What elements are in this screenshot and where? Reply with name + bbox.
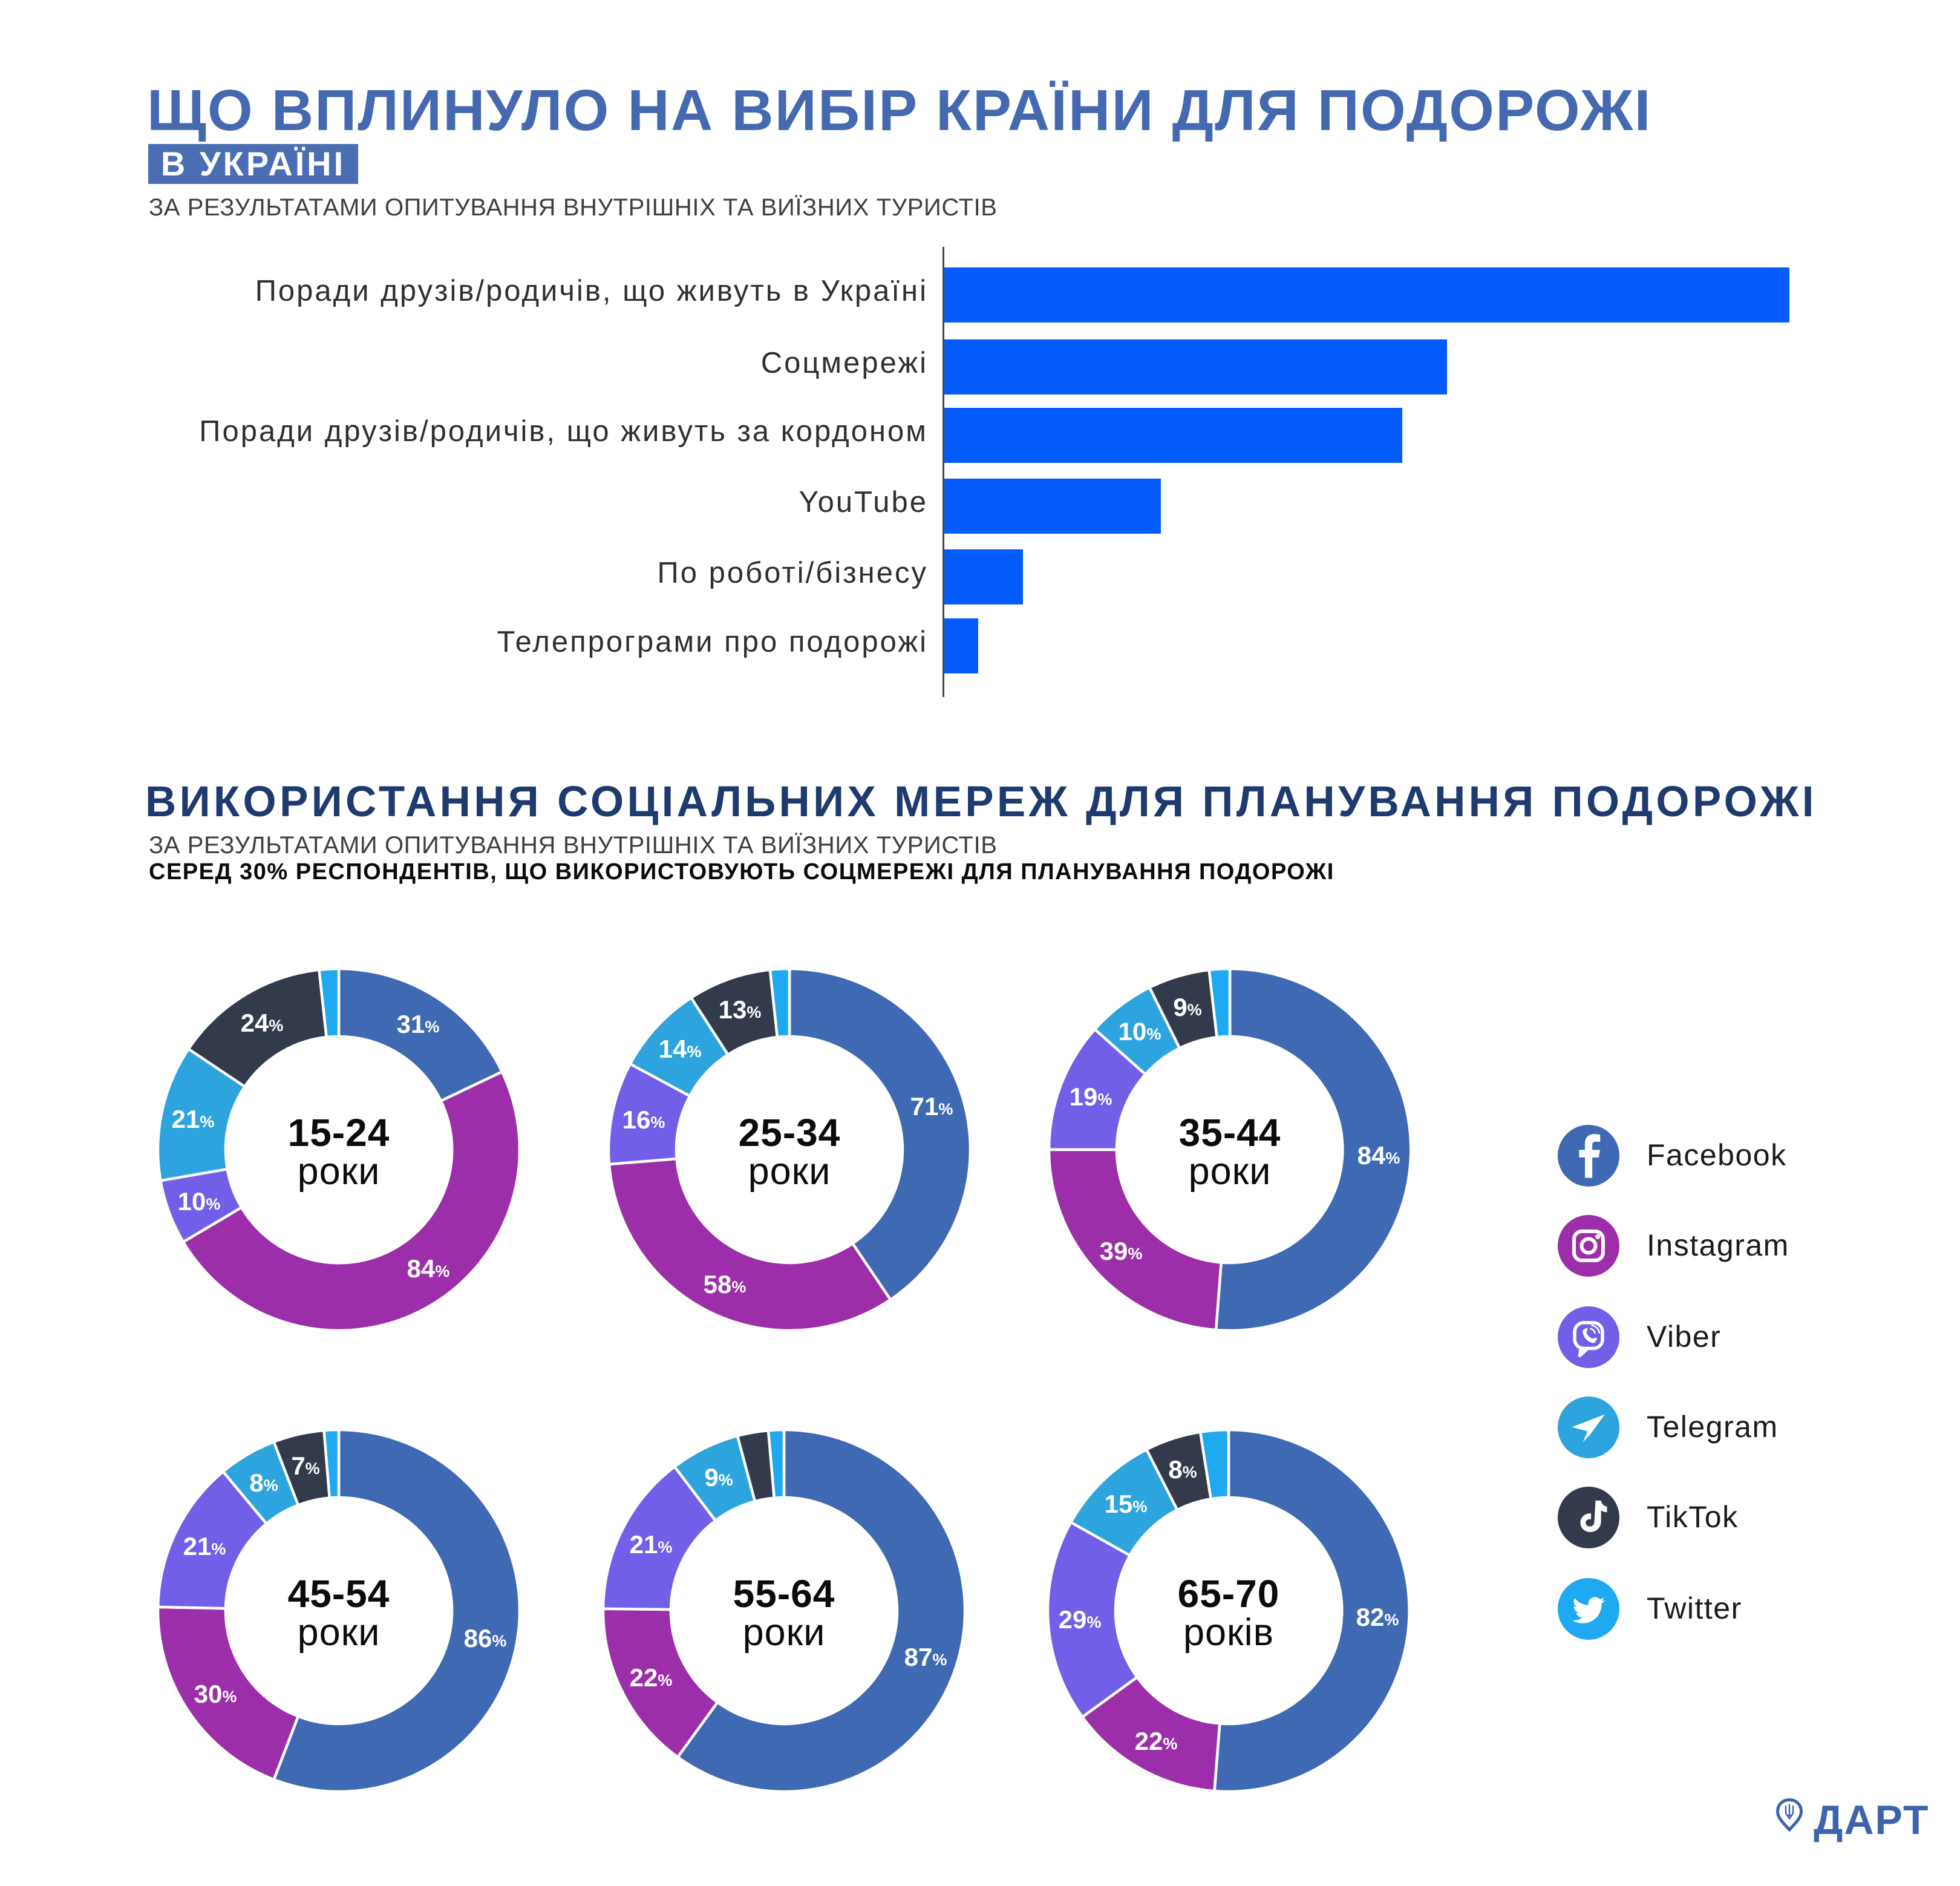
svg-text:84%: 84%: [407, 1254, 450, 1283]
svg-text:10%: 10%: [178, 1187, 221, 1216]
svg-text:роки: роки: [1189, 1150, 1272, 1193]
svg-text:55-64: 55-64: [733, 1572, 835, 1616]
svg-text:45-54: 45-54: [288, 1572, 390, 1616]
svg-text:10%: 10%: [1119, 1017, 1161, 1046]
svg-text:87%: 87%: [904, 1643, 947, 1671]
svg-text:35-44: 35-44: [1179, 1111, 1281, 1154]
svg-text:роки: роки: [748, 1150, 831, 1193]
svg-text:25-34: 25-34: [739, 1111, 841, 1154]
svg-text:8%: 8%: [249, 1469, 278, 1497]
svg-text:15-24: 15-24: [288, 1111, 390, 1154]
svg-text:роки: роки: [298, 1611, 381, 1654]
svg-text:роки: роки: [298, 1150, 381, 1193]
svg-text:9%: 9%: [1173, 993, 1201, 1021]
svg-text:16%: 16%: [622, 1105, 665, 1134]
svg-text:21%: 21%: [630, 1530, 673, 1559]
svg-text:роки: роки: [743, 1611, 826, 1654]
svg-text:років: років: [1183, 1611, 1274, 1654]
svg-text:15%: 15%: [1105, 1490, 1148, 1518]
svg-text:14%: 14%: [659, 1035, 702, 1063]
svg-text:65-70: 65-70: [1178, 1572, 1280, 1616]
svg-text:84%: 84%: [1357, 1141, 1400, 1170]
svg-text:19%: 19%: [1070, 1082, 1112, 1111]
